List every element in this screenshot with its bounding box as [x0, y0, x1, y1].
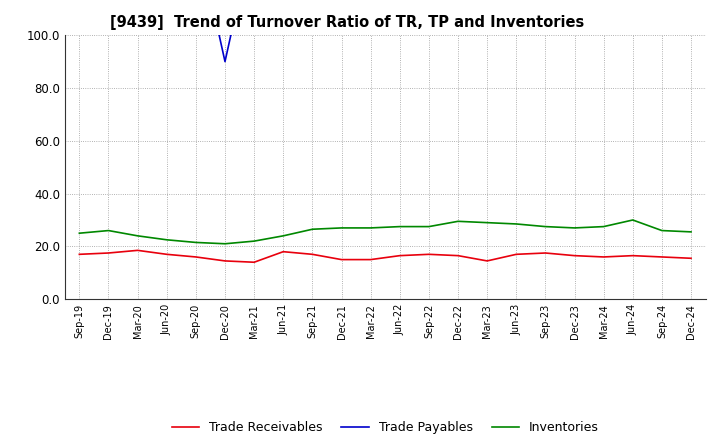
Text: [9439]  Trend of Turnover Ratio of TR, TP and Inventories: [9439] Trend of Turnover Ratio of TR, TP…	[109, 15, 584, 30]
Trade Receivables	[541, 250, 550, 256]
Trade Receivables	[220, 258, 229, 264]
Inventories	[308, 227, 317, 232]
Inventories	[220, 241, 229, 246]
Trade Receivables	[279, 249, 287, 254]
Trade Receivables	[512, 252, 521, 257]
Trade Receivables	[163, 252, 171, 257]
Trade Receivables	[425, 252, 433, 257]
Inventories	[163, 237, 171, 242]
Trade Receivables	[483, 258, 492, 264]
Inventories	[279, 233, 287, 238]
Trade Receivables	[629, 253, 637, 258]
Trade Receivables	[570, 253, 579, 258]
Line: Trade Receivables: Trade Receivables	[79, 250, 691, 262]
Inventories	[395, 224, 404, 229]
Trade Receivables	[599, 254, 608, 260]
Inventories	[599, 224, 608, 229]
Inventories	[133, 233, 142, 238]
Inventories	[337, 225, 346, 231]
Trade Receivables	[657, 254, 666, 260]
Trade Receivables	[337, 257, 346, 262]
Trade Receivables	[192, 254, 200, 260]
Inventories	[629, 217, 637, 223]
Inventories	[366, 225, 375, 231]
Trade Receivables	[454, 253, 462, 258]
Inventories	[512, 221, 521, 227]
Inventories	[250, 238, 258, 244]
Trade Receivables	[133, 248, 142, 253]
Inventories	[454, 219, 462, 224]
Trade Receivables	[104, 250, 113, 256]
Trade Receivables	[308, 252, 317, 257]
Inventories	[192, 240, 200, 245]
Inventories	[657, 228, 666, 233]
Inventories	[75, 231, 84, 236]
Trade Receivables	[395, 253, 404, 258]
Inventories	[104, 228, 113, 233]
Line: Trade Payables: Trade Payables	[196, 0, 254, 62]
Inventories	[483, 220, 492, 225]
Inventories	[425, 224, 433, 229]
Trade Receivables	[250, 260, 258, 265]
Inventories	[687, 229, 696, 235]
Trade Receivables	[75, 252, 84, 257]
Legend: Trade Receivables, Trade Payables, Inventories: Trade Receivables, Trade Payables, Inven…	[166, 416, 604, 439]
Inventories	[541, 224, 550, 229]
Line: Inventories: Inventories	[79, 220, 691, 244]
Trade Receivables	[366, 257, 375, 262]
Trade Receivables	[687, 256, 696, 261]
Inventories	[570, 225, 579, 231]
Trade Payables	[220, 59, 229, 64]
